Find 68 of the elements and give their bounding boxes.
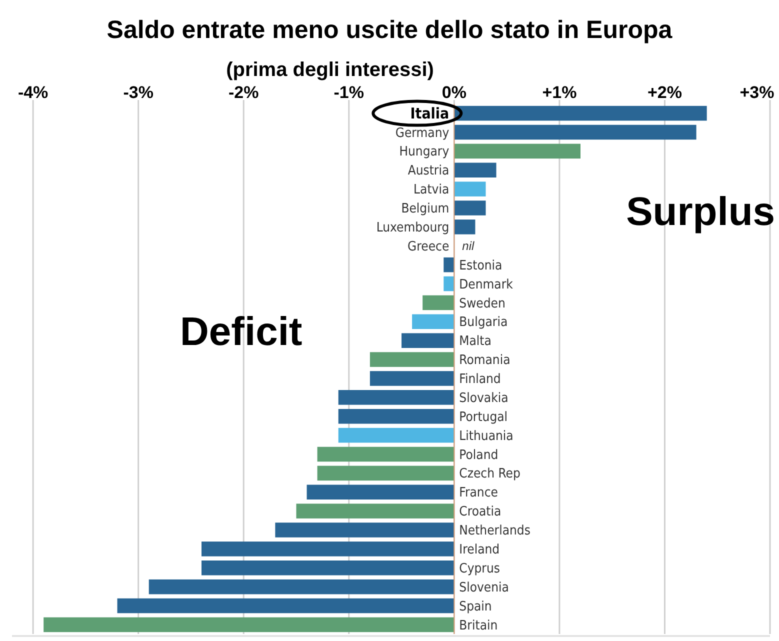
bar bbox=[454, 220, 476, 234]
bar bbox=[338, 428, 454, 443]
y-tick-label: Spain bbox=[459, 599, 492, 614]
y-tick-label: Croatia bbox=[459, 504, 502, 520]
x-tick-label: -1% bbox=[334, 83, 364, 102]
y-tick-label: Latvia bbox=[414, 182, 450, 198]
y-tick-label: Denmark bbox=[459, 277, 514, 292]
x-tick-label: +1% bbox=[542, 83, 577, 102]
bar bbox=[117, 598, 454, 614]
x-tick-label: +3% bbox=[740, 83, 774, 102]
y-tick-label: Poland bbox=[459, 448, 498, 463]
bar bbox=[444, 257, 454, 272]
y-tick-label: Slovakia bbox=[459, 390, 508, 406]
y-tick-label: Romania bbox=[459, 353, 510, 368]
y-tick-label: Italia bbox=[410, 104, 450, 123]
y-tick-label: Czech Rep bbox=[459, 466, 520, 482]
y-tick-label: Germany bbox=[395, 126, 450, 141]
bar bbox=[454, 144, 580, 159]
y-tick-label: Greece bbox=[408, 239, 450, 254]
bar bbox=[202, 542, 454, 556]
y-tick-label: Sweden bbox=[459, 296, 506, 312]
bar bbox=[454, 200, 486, 216]
bar bbox=[412, 314, 454, 330]
bar bbox=[370, 352, 454, 367]
y-tick-label: Belgium bbox=[401, 202, 450, 217]
bar bbox=[454, 162, 496, 178]
chart-subtitle: (prima degli interessi) bbox=[226, 59, 434, 81]
y-tick-label: Slovenia bbox=[459, 580, 509, 596]
bar bbox=[317, 446, 454, 462]
y-tick-label: Britain bbox=[459, 618, 498, 634]
y-tick-label: Cyprus bbox=[459, 561, 500, 576]
bar bbox=[296, 504, 454, 518]
bar bbox=[275, 522, 454, 538]
y-tick-label: Austria bbox=[408, 164, 450, 179]
bar bbox=[454, 182, 486, 196]
bar bbox=[202, 560, 454, 576]
data-label: nil bbox=[462, 239, 475, 254]
x-tick-label: -3% bbox=[123, 83, 154, 102]
y-tick-label: Finland bbox=[459, 372, 501, 388]
x-tick-label: +2% bbox=[647, 83, 682, 102]
bar bbox=[306, 484, 454, 500]
bar bbox=[370, 371, 454, 386]
x-tick-label: 0% bbox=[442, 83, 466, 102]
y-tick-label: Ireland bbox=[459, 542, 500, 558]
bar bbox=[317, 466, 454, 481]
bar bbox=[44, 617, 454, 632]
y-tick-label: France bbox=[459, 486, 498, 501]
x-tick-label: -4% bbox=[18, 83, 48, 102]
bar bbox=[338, 390, 454, 405]
y-tick-label: Portugal bbox=[459, 410, 508, 425]
bar bbox=[444, 276, 454, 292]
y-tick-label: Estonia bbox=[459, 258, 502, 274]
bar bbox=[338, 408, 454, 424]
y-tick-label: Bulgaria bbox=[459, 315, 508, 330]
bar bbox=[402, 333, 454, 348]
chart-title: Saldo entrate meno uscite dello stato in Europa bbox=[106, 16, 674, 44]
y-tick-label: Lithuania bbox=[459, 428, 514, 444]
y-tick-label: Malta bbox=[459, 334, 492, 350]
annotation: Surplus bbox=[626, 190, 775, 234]
annotation: Deficit bbox=[180, 310, 302, 354]
bar bbox=[454, 106, 707, 121]
bar bbox=[148, 579, 454, 594]
y-tick-label: Hungary bbox=[399, 144, 450, 160]
y-tick-label: Netherlands bbox=[459, 524, 530, 539]
bar bbox=[422, 295, 454, 310]
x-tick-label: -2% bbox=[228, 83, 259, 102]
bar bbox=[454, 124, 696, 140]
y-tick-label: Luxembourg bbox=[376, 220, 450, 236]
